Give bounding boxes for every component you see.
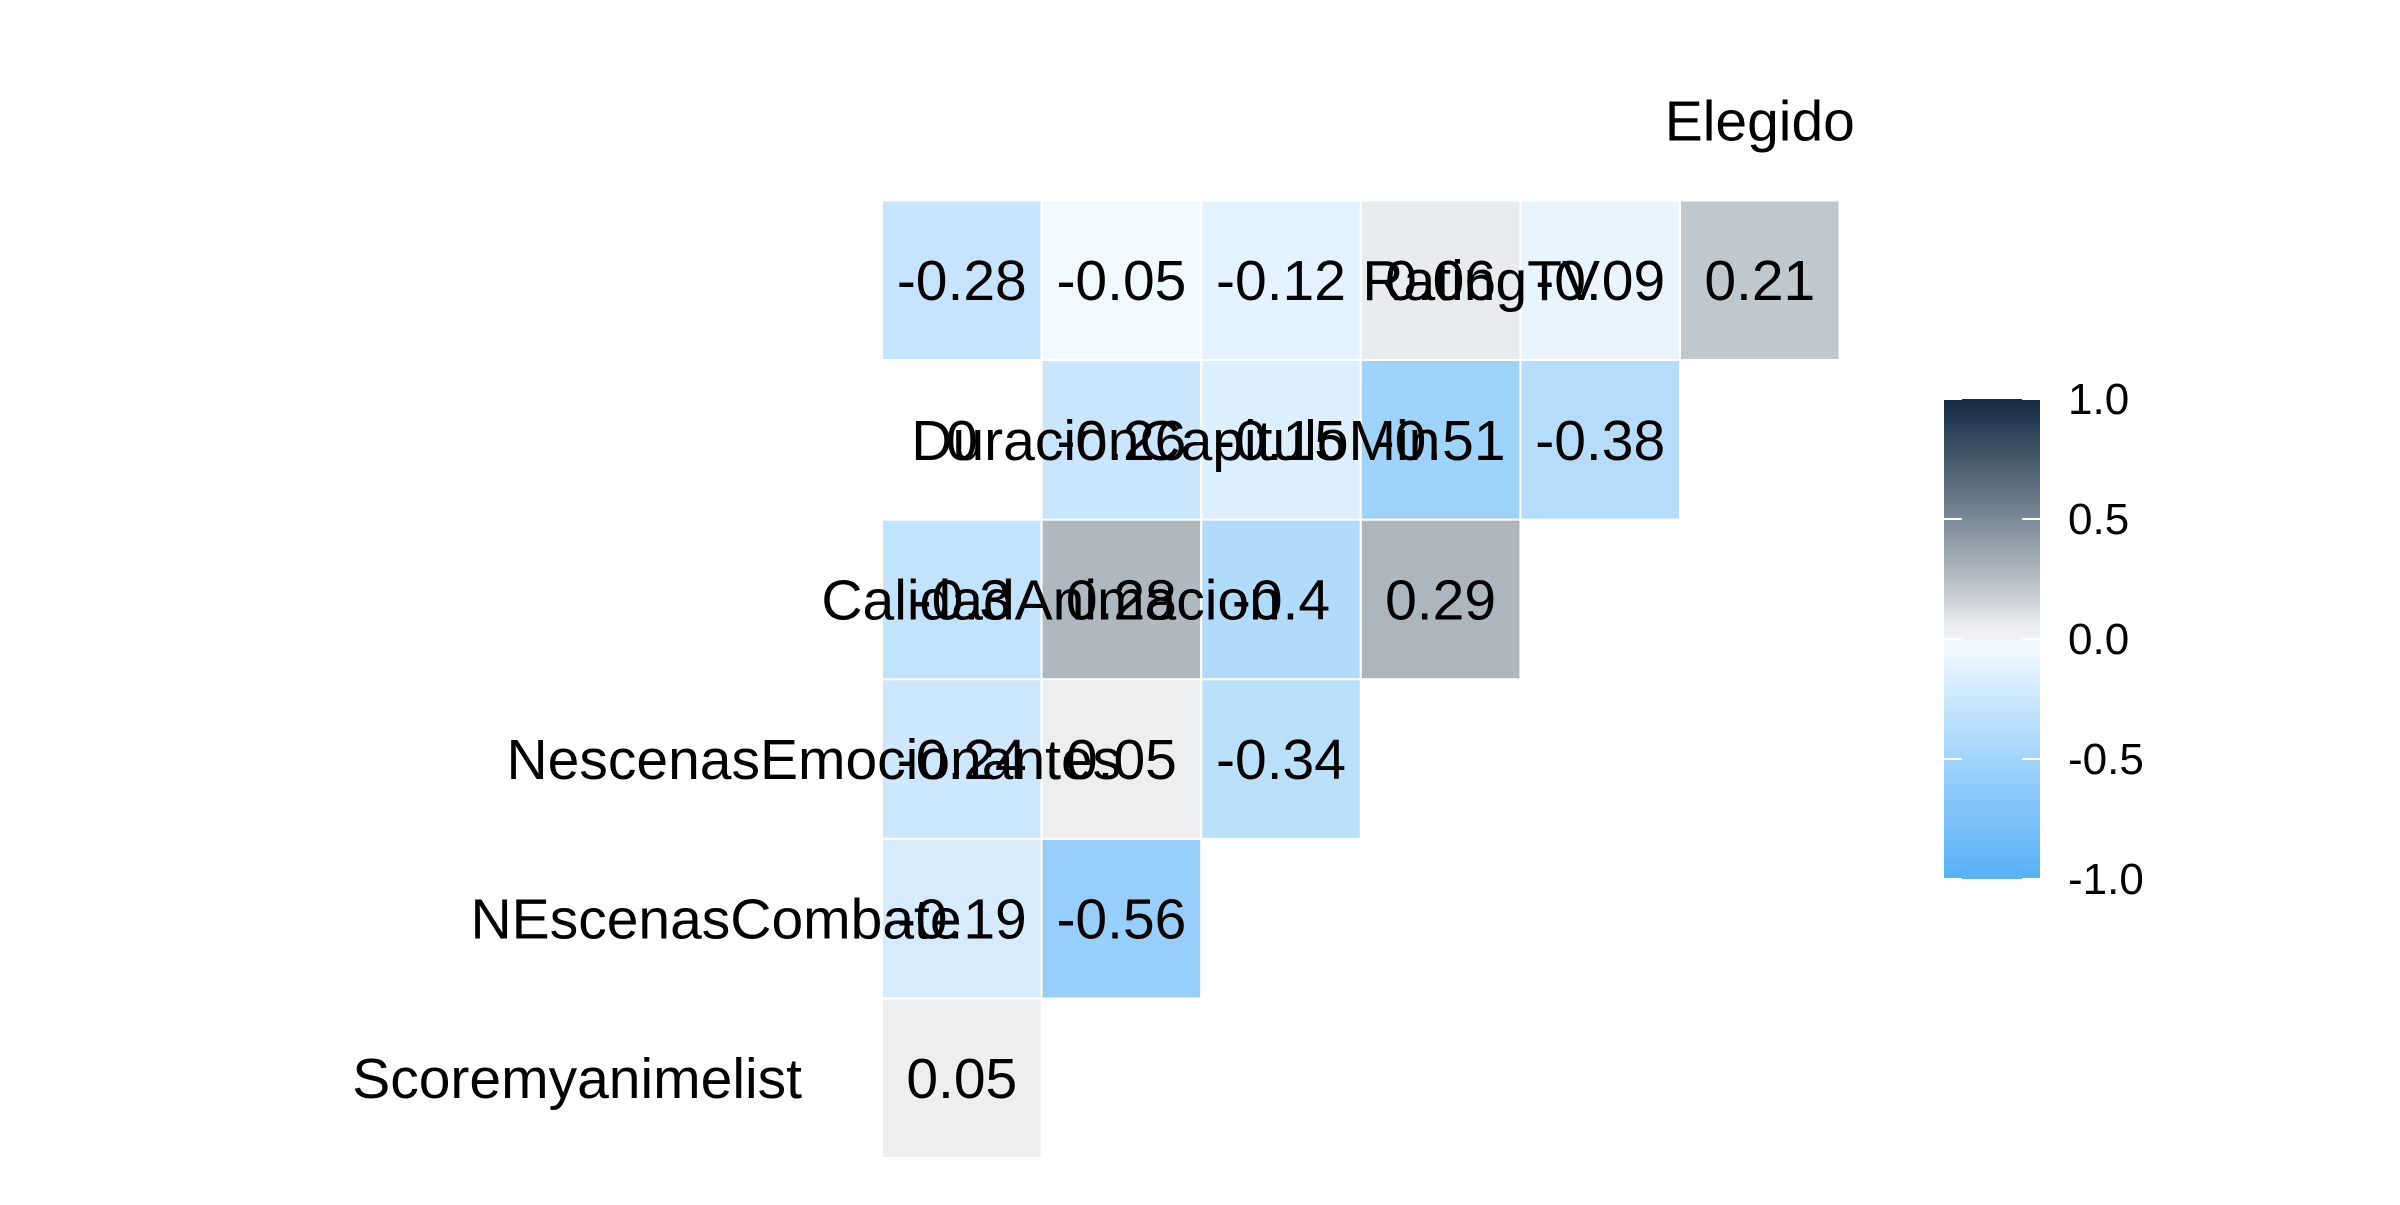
cell-value-label: 0.05 <box>1066 728 1177 792</box>
heatmap-cell-fill <box>1200 199 1362 361</box>
colorbar-tick-label: -1.0 <box>2068 855 2144 904</box>
heatmap-cell-fill <box>1040 678 1203 840</box>
heatmap-cell-fill <box>881 359 1043 521</box>
heatmap-cell-fill <box>1359 518 1522 681</box>
variable-label: NescenasEmocionantes <box>507 728 1122 792</box>
heatmap-cell-fill <box>1040 199 1203 361</box>
heatmap-cell-fill <box>1359 359 1522 521</box>
heatmap-cell: 0.05 <box>1040 678 1203 840</box>
heatmap-cell: -0.05 <box>1040 199 1203 361</box>
variable-label: Scoremyanimelist <box>352 1047 802 1111</box>
cells-layer: 0.05 -0.19 -0.56 -0.24 0.05 -0.34 -0.3 0.28 -0.4… <box>881 199 1841 1160</box>
heatmap-cell: -0.12 <box>1200 199 1362 361</box>
cell-value-label: -0.12 <box>1216 249 1346 313</box>
heatmap-cell-fill <box>1679 199 1841 361</box>
cell-value-label: -0.05 <box>1056 249 1186 313</box>
heatmap-cell: -0.24 <box>881 678 1043 840</box>
cell-value-label: -0.26 <box>1056 409 1186 473</box>
heatmap-cell: -0.26 <box>1040 359 1203 521</box>
heatmap-cell: -0.56 <box>1040 837 1203 1000</box>
heatmap-cell: -0.34 <box>1200 678 1362 840</box>
cell-value-label: -0.34 <box>1216 728 1346 792</box>
variable-label: NEscenasCombate <box>471 888 962 952</box>
heatmap-cell-fill <box>1040 518 1203 681</box>
heatmap-cell: -0.09 <box>1519 199 1682 361</box>
colorbar-legend: 1.0 0.5 0.0 -0.5 -1.0 <box>1944 375 2144 904</box>
variable-label: DuracionCapituloMin <box>911 409 1440 473</box>
cell-value-label: -0.3 <box>913 568 1011 632</box>
cell-value-label: 0.29 <box>1385 568 1496 632</box>
heatmap-cell: 0.21 <box>1679 199 1841 361</box>
cell-value-label: -0.28 <box>897 249 1027 313</box>
cell-value-label: 0.21 <box>1704 249 1815 313</box>
cell-value-label: -0.24 <box>897 728 1027 792</box>
colorbar-tick-label: 1.0 <box>2068 375 2129 424</box>
cell-value-label: -0.38 <box>1535 409 1665 473</box>
variable-labels-layer: Scoremyanimelist NEscenasCombate NescenasE… <box>352 90 1855 1112</box>
heatmap-cell: 0 <box>881 359 1043 521</box>
cell-value-label: -0.51 <box>1376 409 1506 473</box>
heatmap-cell-fill <box>1200 678 1362 840</box>
heatmap-cell: 0.28 <box>1040 518 1203 681</box>
heatmap-cell: -0.51 <box>1359 359 1522 521</box>
cell-value-label: 0 <box>946 409 978 473</box>
colorbar-tick-label: 0.0 <box>2068 615 2129 664</box>
colorbar-tick-label: 0.5 <box>2068 495 2129 544</box>
cell-value-label: 0.28 <box>1066 568 1177 632</box>
heatmap-cell: -0.28 <box>881 199 1043 361</box>
heatmap-cell: -0.4 <box>1200 518 1362 681</box>
heatmap-cell: -0.38 <box>1519 359 1682 521</box>
heatmap-cell-fill <box>881 199 1043 361</box>
heatmap-cell-fill <box>1200 518 1362 681</box>
cell-value-label: 0.06 <box>1385 249 1496 313</box>
variable-label: Elegido <box>1665 90 1855 154</box>
variable-label: RatingTV <box>1362 249 1600 313</box>
cell-value-label: -0.15 <box>1216 409 1346 473</box>
cell-value-label: -0.4 <box>1232 568 1330 632</box>
colorbar-tick-label: -0.5 <box>2068 735 2144 784</box>
cell-value-label: -0.09 <box>1535 249 1665 313</box>
variable-label: CalidadAnimacion <box>821 568 1280 632</box>
heatmap-cell-fill <box>1519 199 1682 361</box>
heatmap-cell-fill <box>1040 837 1203 1000</box>
cell-value-label: -0.56 <box>1056 888 1186 952</box>
heatmap-cell: 0.05 <box>881 997 1043 1160</box>
heatmap-cell: 0.29 <box>1359 518 1522 681</box>
cell-value-label: 0.05 <box>906 1047 1017 1111</box>
heatmap-cell-fill <box>881 997 1043 1160</box>
cell-value-label: -0.19 <box>897 888 1027 952</box>
